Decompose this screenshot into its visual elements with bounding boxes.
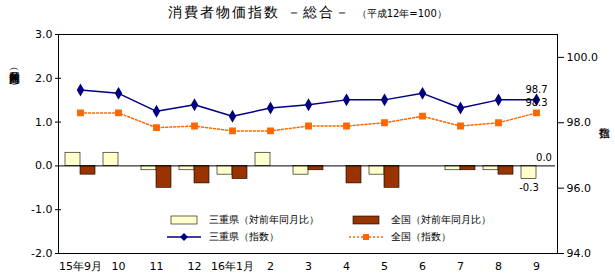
svg-text:16年1月: 16年1月 — [211, 260, 254, 273]
svg-text:11: 11 — [150, 260, 164, 273]
svg-text:3: 3 — [305, 260, 312, 273]
svg-text:0.0: 0.0 — [35, 159, 53, 172]
svg-text:0.0: 0.0 — [536, 152, 552, 163]
html-text:三重県（指数）: 三重県（指数） — [209, 231, 279, 242]
svg-text:6: 6 — [419, 260, 426, 273]
svg-text:7: 7 — [457, 260, 464, 273]
svg-text:94.0: 94.0 — [567, 247, 592, 260]
html-text:三重県（対前年同月比）: 三重県（対前年同月比） — [209, 214, 319, 225]
svg-text:3.0: 3.0 — [35, 28, 53, 41]
svg-text:98.7: 98.7 — [525, 84, 547, 95]
svg-text:10: 10 — [112, 260, 126, 273]
svg-text:1.0: 1.0 — [35, 116, 53, 129]
svg-text:5: 5 — [381, 260, 388, 273]
html-text:消費者物価指数 －総合－ （平成12年=100）: 消費者物価指数 －総合－ （平成12年=100） — [168, 4, 447, 20]
svg-text:15年9月: 15年9月 — [59, 260, 102, 273]
html-text:対前年同月比（％）: 対前年同月比（％） — [8, 64, 21, 75]
svg-text:4: 4 — [343, 260, 350, 273]
svg-text:98.3: 98.3 — [525, 97, 547, 108]
svg-text:8: 8 — [495, 260, 502, 273]
svg-text:-1.0: -1.0 — [31, 203, 52, 216]
html-text:全国（対前年同月比）: 全国（対前年同月比） — [391, 214, 491, 225]
svg-text:96.0: 96.0 — [567, 182, 592, 195]
svg-text:-0.3: -0.3 — [519, 182, 539, 193]
svg-text:100.0: 100.0 — [567, 51, 599, 64]
svg-text:2: 2 — [267, 260, 274, 273]
svg-text:-2.0: -2.0 — [31, 247, 52, 260]
html-text:全国（指数）: 全国（指数） — [391, 231, 451, 242]
svg-text:9: 9 — [533, 260, 540, 273]
svg-text:12: 12 — [188, 260, 202, 273]
svg-text:98.0: 98.0 — [567, 116, 592, 129]
svg-text:2.0: 2.0 — [35, 72, 53, 85]
